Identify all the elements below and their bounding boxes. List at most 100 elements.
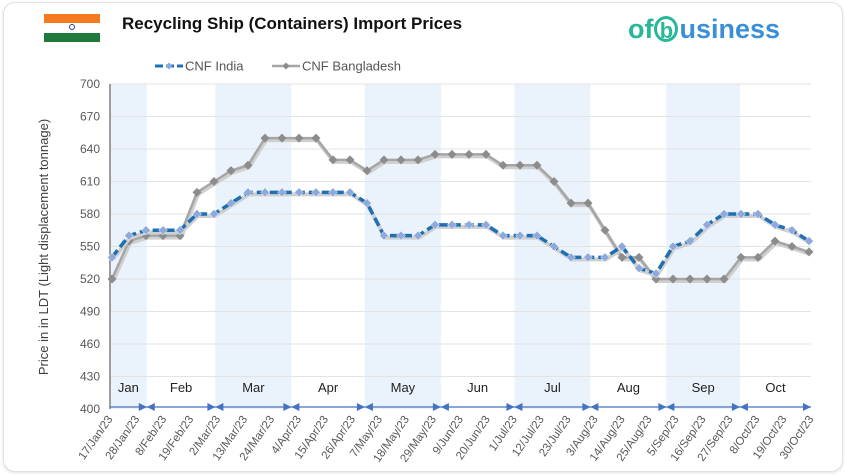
data-point-bangladesh [770, 236, 780, 246]
data-point-india [362, 198, 372, 209]
data-point-india [107, 252, 117, 263]
data-point-india [209, 209, 219, 219]
data-point-bangladesh [481, 149, 491, 159]
data-point-india [481, 219, 491, 230]
month-label: May [391, 380, 416, 395]
data-point-india [498, 230, 508, 241]
ofbusiness-logo: of b usiness [628, 14, 781, 44]
data-point-india [158, 225, 168, 236]
data-point-bangladesh [413, 155, 423, 165]
arrow-head-left [364, 403, 373, 411]
y-tick-label: 700 [80, 77, 100, 91]
arrow-head-right [731, 403, 740, 411]
chart-title: Recycling Ship (Containers) Import Price… [122, 14, 463, 33]
data-point-bangladesh [277, 133, 287, 143]
data-point-india [345, 187, 355, 198]
data-point-bangladesh [260, 133, 270, 143]
data-point-india [532, 230, 542, 241]
data-point-india [651, 268, 661, 279]
data-point-bangladesh [532, 160, 542, 170]
data-point-bangladesh [617, 252, 627, 262]
data-point-bangladesh [209, 177, 219, 186]
data-point-bangladesh [549, 177, 559, 186]
data-point-bangladesh [328, 155, 338, 165]
y-tick-label: 460 [80, 337, 100, 351]
data-point-india [719, 209, 729, 219]
month-label: Oct [765, 380, 786, 395]
month-label: Feb [170, 380, 192, 395]
data-point-bangladesh [600, 225, 610, 235]
y-tick-label: 640 [80, 142, 100, 156]
y-tick-label: 520 [80, 272, 100, 286]
legend-marker [282, 62, 290, 70]
month-label: Sep [692, 380, 715, 395]
data-point-india [447, 219, 457, 230]
data-point-india [549, 241, 559, 252]
data-point-india [736, 209, 746, 219]
data-point-india [413, 230, 423, 241]
y-tick-label: 580 [80, 207, 100, 221]
data-point-bangladesh [702, 274, 712, 284]
data-point-india [634, 263, 644, 274]
legend-label: CNF Bangladesh [302, 59, 401, 74]
arrow-head-left [215, 403, 224, 411]
data-point-bangladesh [311, 133, 321, 143]
month-label: Jul [544, 380, 561, 395]
data-point-bangladesh [736, 252, 746, 262]
data-point-bangladesh [719, 274, 729, 284]
data-point-bangladesh [787, 242, 797, 251]
data-point-india [617, 241, 627, 252]
data-point-bangladesh [396, 155, 406, 165]
month-label: Jun [467, 380, 488, 395]
arrow-head-left [146, 403, 155, 411]
data-point-bangladesh [515, 160, 525, 170]
month-label: Mar [242, 380, 265, 395]
legend-label: CNF India [185, 59, 244, 74]
y-tick-label: 550 [80, 240, 100, 254]
legend-marker [165, 62, 173, 70]
data-point-bangladesh [379, 155, 389, 165]
data-point-india [328, 187, 338, 198]
data-point-india [804, 236, 814, 246]
arrow-head-right [658, 403, 667, 411]
data-point-india [685, 236, 695, 246]
data-point-bangladesh [447, 149, 457, 159]
arrow-head-right [138, 403, 147, 411]
arrow-head-right [207, 403, 216, 411]
y-tick-label: 610 [80, 175, 100, 189]
data-point-bangladesh [583, 198, 593, 208]
data-point-india [277, 187, 287, 198]
data-point-bangladesh [804, 247, 814, 257]
data-point-india [379, 230, 389, 241]
india-flag-icon [44, 14, 100, 42]
month-label: Apr [318, 380, 339, 395]
arrow-head-right [582, 403, 591, 411]
arrow-head-right [356, 403, 365, 411]
month-label: Jan [118, 380, 139, 395]
data-point-india [702, 219, 712, 230]
data-point-bangladesh [430, 149, 440, 159]
y-tick-label: 670 [80, 110, 100, 124]
data-point-india [141, 225, 151, 236]
data-point-bangladesh [294, 133, 304, 143]
arrow-head-left [739, 403, 748, 411]
data-point-india [464, 219, 474, 230]
data-point-india [515, 230, 525, 241]
y-tick-label: 490 [80, 305, 100, 319]
data-point-india [124, 230, 134, 241]
data-point-bangladesh [107, 274, 117, 284]
arrow-head-right [283, 403, 292, 411]
data-point-india [668, 241, 678, 252]
data-point-india [600, 252, 610, 263]
data-point-india [787, 225, 797, 236]
arrow-head-right [506, 403, 515, 411]
arrow-head-right [803, 403, 811, 411]
arrow-head-left [440, 403, 449, 411]
data-point-india [192, 209, 202, 219]
data-point-india [566, 252, 576, 263]
data-point-india [294, 187, 304, 198]
data-point-bangladesh [685, 274, 695, 284]
arrow-head-left [291, 403, 300, 411]
series-shadow [111, 138, 811, 283]
